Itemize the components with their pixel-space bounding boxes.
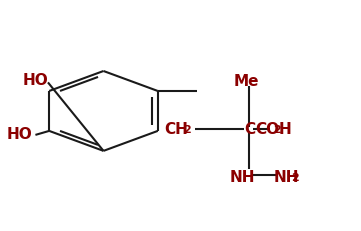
Text: HO: HO bbox=[23, 73, 49, 88]
Text: 2: 2 bbox=[292, 173, 299, 183]
Text: H: H bbox=[279, 122, 292, 137]
Text: C: C bbox=[244, 122, 255, 137]
Text: NH: NH bbox=[274, 170, 299, 185]
Text: NH: NH bbox=[230, 170, 256, 185]
Text: CH: CH bbox=[164, 122, 188, 137]
Text: 2: 2 bbox=[273, 125, 281, 135]
Text: CO: CO bbox=[255, 122, 279, 137]
Text: 2: 2 bbox=[183, 125, 190, 135]
Text: Me: Me bbox=[234, 74, 259, 89]
Text: HO: HO bbox=[7, 128, 32, 142]
